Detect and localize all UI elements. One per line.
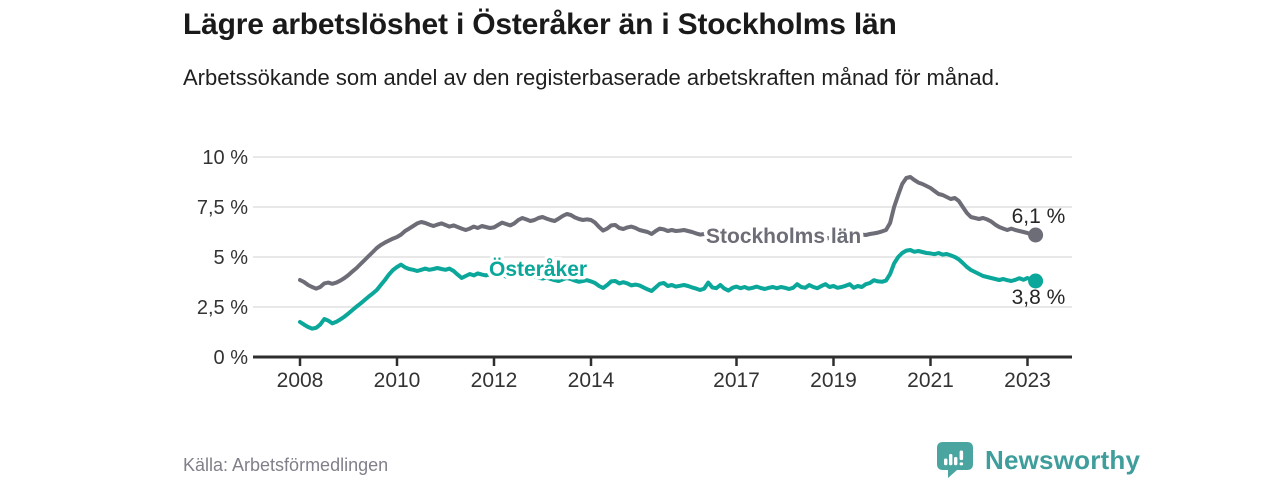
newsworthy-wordmark: Newsworthy <box>985 444 1141 475</box>
osteraker-series-label: Österåker <box>489 258 587 281</box>
stockholm-series-label: Stockholms län <box>706 225 861 248</box>
stockholm-end-value-label: 6,1 % <box>1012 205 1066 228</box>
x-axis-tick-label: 2021 <box>907 369 954 392</box>
source-note: Källa: Arbetsförmedlingen <box>183 455 389 475</box>
osteraker-end-dot <box>1028 273 1044 289</box>
x-axis-tick-label: 2023 <box>1004 369 1051 392</box>
osteraker-line <box>298 248 1038 331</box>
y-axis-tick-label: 7,5 % <box>197 197 248 219</box>
osteraker-end-value-label: 3,8 % <box>1012 286 1066 309</box>
x-axis-tick-label: 2012 <box>471 369 518 392</box>
stockholm-end-dot <box>1028 227 1044 243</box>
newsworthy-icon <box>937 442 973 478</box>
y-axis-tick-label: 5 % <box>214 247 249 269</box>
y-axis-tick-label: 2,5 % <box>197 297 248 319</box>
x-axis-tick-label: 2014 <box>568 369 615 392</box>
x-axis-tick-label: 2008 <box>277 369 324 392</box>
y-axis-tick-label: 0 % <box>214 347 249 369</box>
x-axis-tick-label: 2010 <box>374 369 421 392</box>
stockholm-line <box>298 175 1038 291</box>
x-axis-tick-label: 2019 <box>810 369 857 392</box>
newsworthy-logo: Newsworthy <box>936 441 1140 479</box>
chart-subtitle: Arbetssökande som andel av den registerb… <box>183 65 1000 90</box>
x-axis-tick-label: 2017 <box>713 369 760 392</box>
y-axis-tick-label: 10 % <box>202 147 248 169</box>
chart-title: Lägre arbetslöshet i Österåker än i Stoc… <box>183 8 897 41</box>
